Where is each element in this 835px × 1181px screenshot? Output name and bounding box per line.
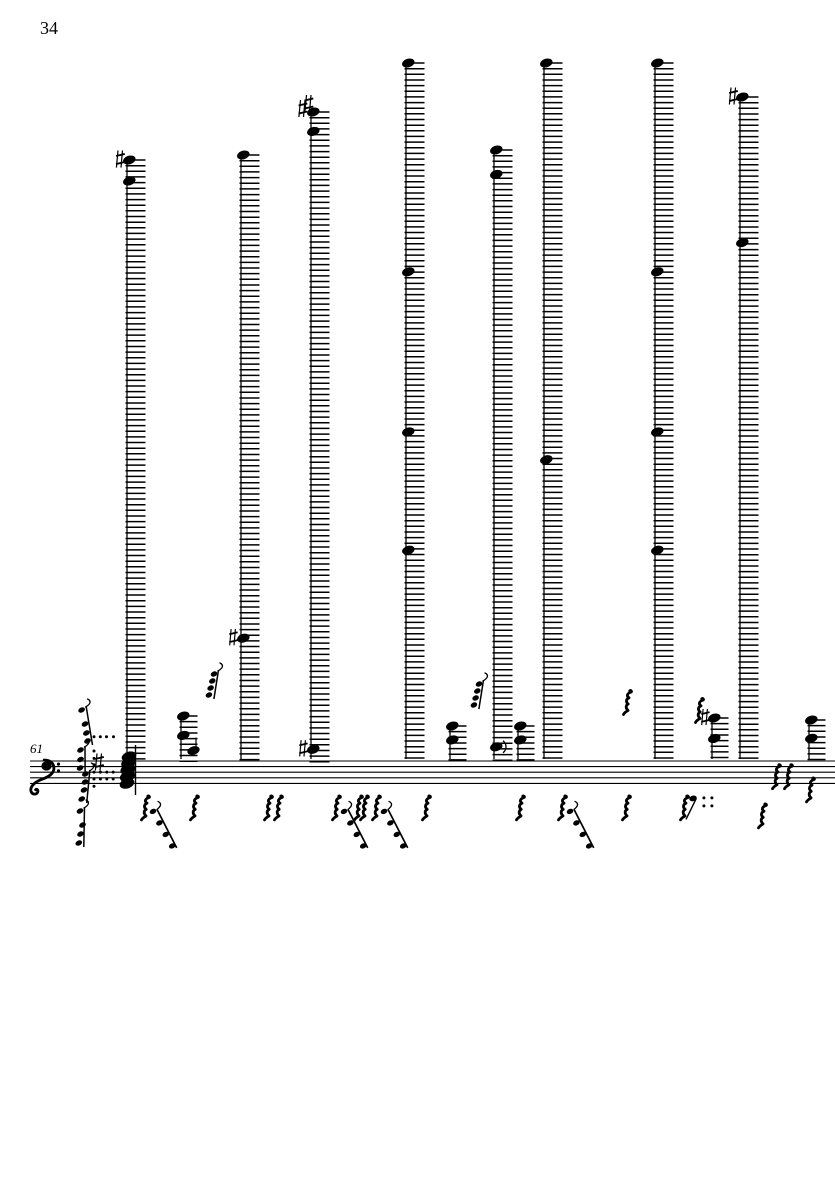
svg-text:61: 61 xyxy=(30,741,43,756)
